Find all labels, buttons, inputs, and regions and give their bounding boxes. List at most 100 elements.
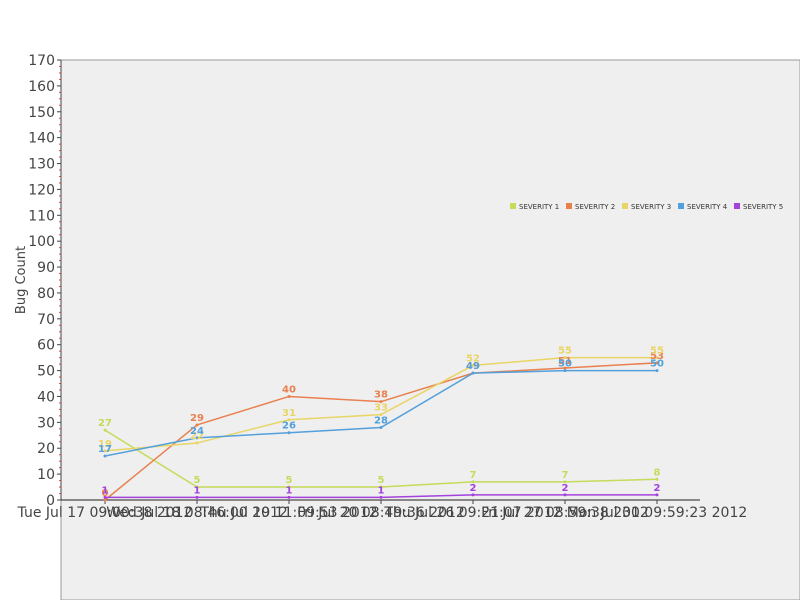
plot-background — [60, 59, 800, 601]
data-label: 5 — [194, 475, 201, 486]
data-point — [471, 493, 475, 497]
data-point — [103, 495, 107, 499]
y-axis-label: Bug Count — [14, 246, 29, 314]
data-label: 1 — [286, 485, 293, 496]
data-label: 5 — [378, 475, 385, 486]
data-label: 7 — [562, 470, 569, 481]
legend-label-3: SEVERITY 3 — [631, 203, 671, 211]
legend-swatch-5 — [734, 203, 740, 209]
series-layer — [103, 356, 659, 502]
data-point — [287, 418, 291, 422]
data-label: 29 — [190, 413, 204, 424]
data-point — [195, 436, 199, 440]
data-label: 31 — [282, 408, 296, 419]
y-tick-label: 50 — [37, 364, 55, 380]
legend-swatch-4 — [678, 203, 684, 209]
data-point — [655, 356, 659, 360]
x-tick-label: Thu Jul 19 11:09:53 2012 — [199, 505, 377, 521]
data-label: 17 — [98, 444, 112, 455]
data-point — [287, 495, 291, 499]
data-point — [655, 477, 659, 481]
data-point — [195, 423, 199, 427]
data-label: 27 — [98, 418, 112, 429]
data-label: 55 — [650, 346, 664, 357]
data-label: 51 — [558, 356, 572, 367]
data-label: 53 — [650, 351, 664, 362]
x-tick-label: Tue Jul 17 09:00:38 2012 — [17, 505, 193, 521]
data-point — [655, 361, 659, 365]
data-point — [195, 441, 199, 445]
legend-swatch-1 — [510, 203, 516, 209]
data-label: 7 — [470, 470, 477, 481]
data-label: 40 — [282, 384, 296, 395]
axes: 0102030405060708090100110120130140150160… — [17, 53, 748, 521]
data-label: 2 — [470, 483, 477, 494]
x-tick-label: Fri Jul 20 08:49:36 2012 — [297, 505, 465, 521]
data-label: 28 — [374, 416, 388, 427]
legend-label-1: SEVERITY 1 — [519, 203, 559, 211]
x-tick-label: Fri Jul 27 08:59:38 2012 — [481, 505, 649, 521]
data-point — [471, 363, 475, 367]
y-tick-label: 20 — [37, 441, 55, 457]
data-point — [563, 369, 567, 373]
x-tick-label: Thu Jul 26 09:21:07 2012 — [383, 505, 561, 521]
data-label: 2 — [562, 483, 569, 494]
legend-label-5: SEVERITY 5 — [743, 203, 783, 211]
data-point — [655, 369, 659, 373]
data-point — [379, 426, 383, 430]
y-tick-label: 160 — [28, 79, 55, 95]
data-point — [563, 480, 567, 484]
y-tick-label: 80 — [37, 286, 55, 302]
data-label: 2 — [654, 483, 661, 494]
y-tick-label: 90 — [37, 260, 55, 276]
y-tick-label: 30 — [37, 415, 55, 431]
y-tick-label: 130 — [28, 157, 55, 173]
data-label: 52 — [466, 353, 480, 364]
y-tick-label: 0 — [46, 493, 55, 509]
data-label: 26 — [282, 421, 296, 432]
y-tick-label: 140 — [28, 131, 55, 147]
data-point — [563, 493, 567, 497]
data-point — [103, 498, 107, 502]
y-tick-label: 10 — [37, 467, 55, 483]
data-label: 1 — [194, 485, 201, 496]
y-tick-label: 40 — [37, 389, 55, 405]
data-point — [379, 413, 383, 417]
data-point — [379, 400, 383, 404]
data-point — [563, 356, 567, 360]
data-label: 8 — [654, 467, 661, 478]
data-label: 24 — [190, 426, 204, 437]
data-point — [287, 485, 291, 489]
data-point — [195, 495, 199, 499]
data-point — [103, 454, 107, 458]
data-point — [103, 428, 107, 432]
data-label: 1 — [378, 485, 385, 496]
legend-label-2: SEVERITY 2 — [575, 203, 615, 211]
data-point — [195, 485, 199, 489]
y-tick-label: 60 — [37, 338, 55, 354]
legend-swatch-3 — [622, 203, 628, 209]
data-label: 22 — [190, 431, 204, 442]
y-tick-label: 110 — [28, 208, 55, 224]
x-tick-label: Wed Jul 18 08:46:00 2012 — [106, 505, 288, 521]
data-label: 50 — [650, 359, 664, 370]
data-point — [471, 371, 475, 375]
data-point — [287, 394, 291, 398]
data-point — [287, 431, 291, 435]
data-label: 0 — [102, 488, 109, 499]
data-label: 5 — [286, 475, 293, 486]
y-tick-label: 70 — [37, 312, 55, 328]
data-point — [563, 366, 567, 370]
y-tick-label: 170 — [28, 53, 55, 69]
data-label: 49 — [466, 361, 480, 372]
y-tick-label: 100 — [28, 234, 55, 250]
data-point — [103, 449, 107, 453]
data-point — [471, 480, 475, 484]
data-label: 50 — [558, 359, 572, 370]
data-label: 49 — [466, 361, 480, 372]
data-point — [379, 495, 383, 499]
x-tick-label: Mon Jul 30 09:59:23 2012 — [567, 505, 748, 521]
legend: SEVERITY 1 SEVERITY 2 SEVERITY 3 SEVERITY 4… — [510, 203, 783, 211]
